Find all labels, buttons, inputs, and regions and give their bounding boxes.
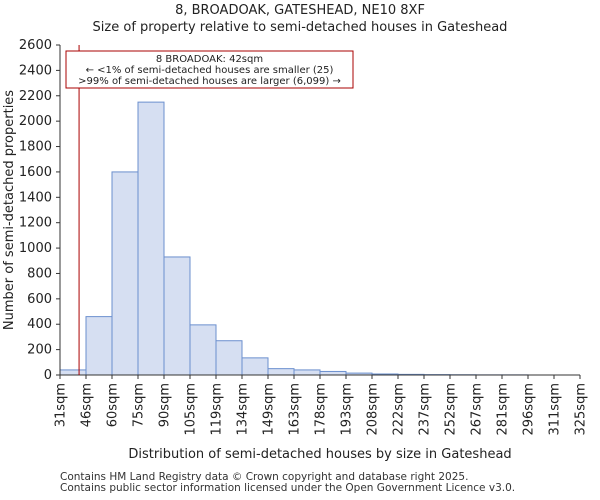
annotation-box: 8 BROADOAK: 42sqm ← <1% of semi-detached… bbox=[65, 50, 354, 89]
x-tick-label: 325sqm bbox=[574, 383, 589, 436]
x-tick-label: 267sqm bbox=[470, 383, 485, 436]
chart-title: 8, BROADOAK, GATESHEAD, NE10 8XF bbox=[175, 3, 425, 18]
y-tick-label: 2200 bbox=[19, 89, 52, 104]
y-tick-label: 600 bbox=[27, 292, 52, 307]
x-tick-label: 178sqm bbox=[314, 383, 329, 436]
y-tick-label: 1000 bbox=[19, 241, 52, 256]
x-axis-label: Distribution of semi-detached houses by … bbox=[128, 447, 511, 462]
y-tick-label: 800 bbox=[27, 266, 52, 281]
chart-subtitle: Size of property relative to semi-detach… bbox=[92, 20, 508, 35]
x-tick-label: 119sqm bbox=[210, 383, 225, 436]
y-tick-label: 2000 bbox=[19, 114, 52, 129]
x-tick-label: 311sqm bbox=[548, 383, 563, 436]
y-tick-label: 1400 bbox=[19, 190, 52, 205]
bar bbox=[189, 324, 217, 376]
y-tick-label: 2400 bbox=[19, 63, 52, 78]
bar bbox=[163, 256, 191, 376]
x-tick-label: 31sqm bbox=[54, 383, 69, 427]
y-tick-label: 1800 bbox=[19, 140, 52, 155]
x-tick-label: 46sqm bbox=[80, 383, 95, 427]
bar bbox=[215, 340, 243, 376]
bar bbox=[267, 368, 295, 376]
y-axis-label: Number of semi-detached properties bbox=[2, 90, 17, 330]
x-tick-label: 75sqm bbox=[132, 383, 147, 427]
bar bbox=[85, 316, 113, 376]
footer-credits: Contains HM Land Registry data © Crown c… bbox=[60, 472, 515, 494]
bar bbox=[111, 171, 139, 376]
x-tick-label: 208sqm bbox=[366, 383, 381, 436]
bar bbox=[137, 101, 165, 376]
x-tick-label: 281sqm bbox=[496, 383, 511, 436]
y-tick-label: 200 bbox=[27, 343, 52, 358]
bar bbox=[59, 369, 87, 376]
x-tick-label: 237sqm bbox=[418, 383, 433, 436]
axes-group: 0 200 400 600 800 1000 1200 1400 1600 1800 2000 220… bbox=[19, 38, 589, 436]
x-tick-label: 252sqm bbox=[444, 383, 459, 436]
annotation-border bbox=[65, 50, 354, 89]
y-tick-label: 1200 bbox=[19, 216, 52, 231]
bars-group bbox=[59, 101, 529, 376]
y-tick-label: 1600 bbox=[19, 165, 52, 180]
x-tick-label: 105sqm bbox=[184, 383, 199, 436]
x-tick-label: 60sqm bbox=[106, 383, 121, 427]
bar bbox=[241, 357, 269, 376]
x-tick-label: 222sqm bbox=[392, 383, 407, 436]
y-tick-label: 2600 bbox=[19, 38, 52, 53]
annotation-line-2: ← <1% of semi-detached houses are smalle… bbox=[86, 65, 334, 76]
y-tick-label: 400 bbox=[27, 317, 52, 332]
bar bbox=[293, 369, 321, 376]
annotation-line-1: 8 BROADOAK: 42sqm bbox=[156, 54, 263, 65]
x-tick-label: 90sqm bbox=[158, 383, 173, 427]
annotation-line-3: >99% of semi-detached houses are larger … bbox=[78, 76, 341, 87]
footer-line-2: Contains public sector information licen… bbox=[60, 482, 516, 494]
x-tick-label: 296sqm bbox=[522, 383, 537, 436]
footer-line-1: Contains HM Land Registry data © Crown c… bbox=[60, 471, 469, 483]
x-tick-label: 163sqm bbox=[288, 383, 303, 436]
x-tick-label: 193sqm bbox=[340, 383, 355, 436]
x-tick-label: 134sqm bbox=[236, 383, 251, 436]
y-tick-label: 0 bbox=[44, 368, 52, 383]
x-tick-label: 149sqm bbox=[262, 383, 277, 436]
chart-title-block: 8, BROADOAK, GATESHEAD, NE10 8XF Size of… bbox=[0, 2, 600, 36]
bar bbox=[319, 370, 347, 376]
